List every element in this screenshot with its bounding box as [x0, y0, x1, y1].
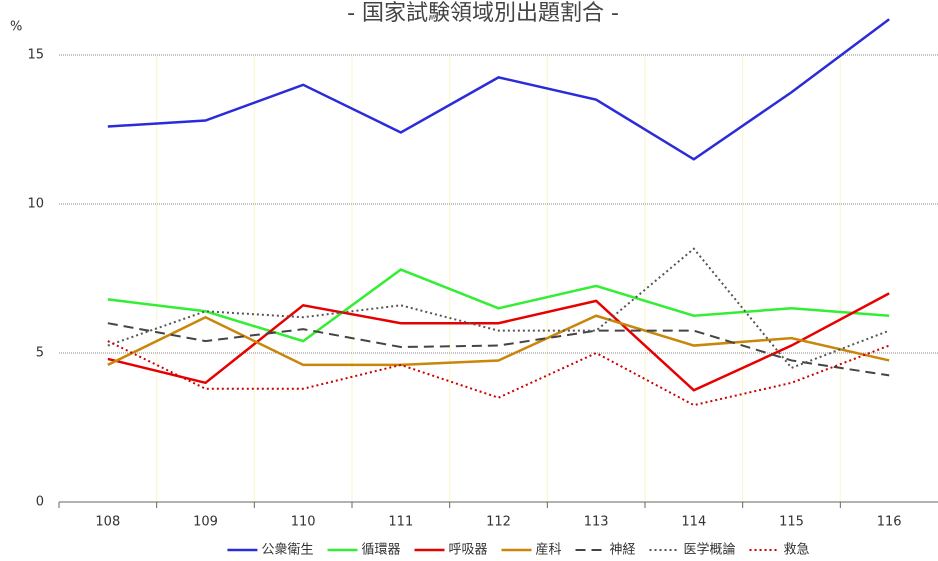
x-tick-label: 114: [681, 515, 706, 530]
series-line: [107, 322, 890, 377]
x-tick-label: 111: [388, 515, 413, 530]
legend-label: 産科: [535, 542, 561, 558]
x-tick-label: 108: [95, 515, 120, 530]
x-tick-label: 110: [291, 515, 316, 530]
x-tick-label: 116: [877, 515, 902, 530]
legend-label: 循環器: [361, 543, 400, 558]
x-tick-label: 112: [486, 515, 511, 530]
plot-lines: [107, 18, 890, 407]
legend-label: 医学概論: [684, 542, 736, 558]
x-tick-label: 109: [193, 515, 218, 530]
x-tick-label: 115: [779, 515, 804, 530]
x-tick-label: 113: [584, 515, 609, 530]
series-line: [107, 292, 890, 392]
y-tick-label: 0: [36, 495, 44, 510]
series-line: [107, 314, 890, 367]
series-line: [107, 340, 890, 407]
legend-label: 救急: [784, 542, 810, 558]
legend-label: 呼吸器: [448, 543, 487, 558]
y-tick-label: 10: [27, 197, 44, 212]
legend-label: 公衆衛生: [261, 542, 313, 558]
y-tick-label: 5: [36, 346, 44, 361]
legend-label: 神経: [610, 543, 636, 558]
legend: 公衆衛生 循環器 呼吸器 産科 神経 医学概論 救急: [227, 542, 810, 558]
series-line: [107, 268, 890, 343]
y-tick-label: 15: [27, 48, 44, 63]
series-line: [107, 247, 890, 370]
chart-title: - 国家試験領域別出題割合 -: [347, 1, 619, 26]
y-axis-label: %: [10, 20, 22, 35]
series-line: [107, 18, 890, 161]
